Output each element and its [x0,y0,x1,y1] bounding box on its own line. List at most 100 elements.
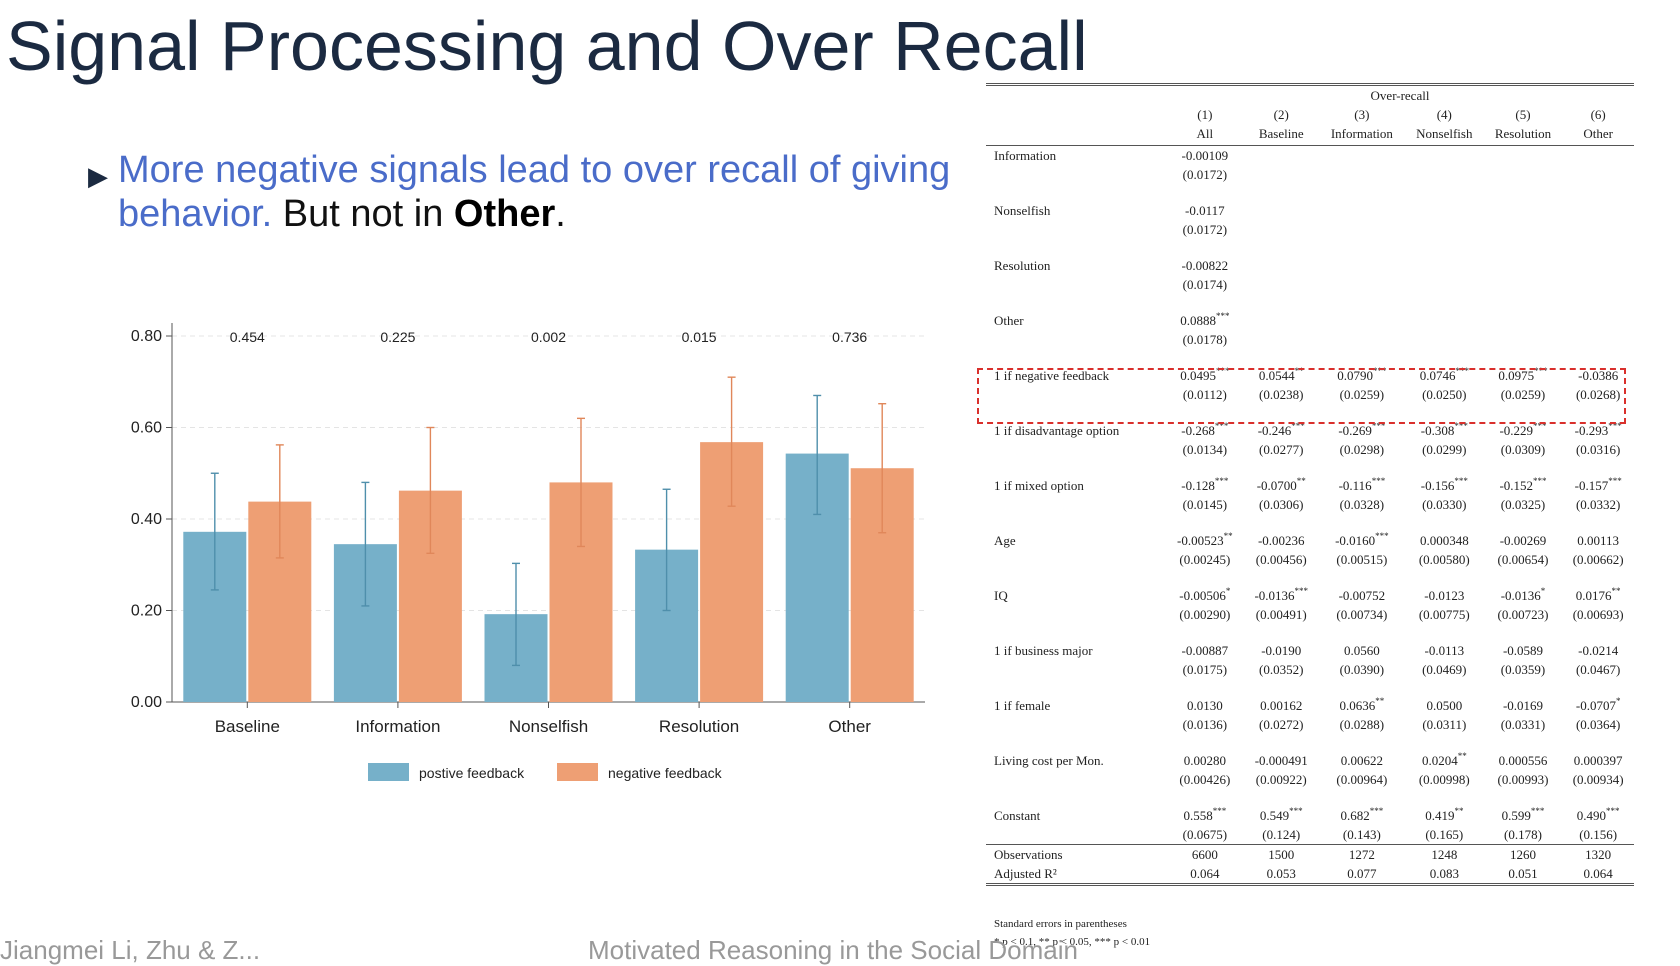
standard-error: (0.0178) [1166,330,1244,349]
coefficient-value: 0.0544 [1258,368,1295,383]
standard-error: (0.00934) [1562,770,1634,789]
observation-count: 1320 [1562,844,1634,864]
standard-error [1405,165,1484,184]
row-label-blank [986,330,1166,349]
coefficient-value: -0.00822 [1181,258,1229,273]
bullet-text: More negative signals lead to over recal… [118,148,968,236]
coefficient-value: -0.00236 [1257,533,1305,548]
standard-error: (0.00245) [1166,550,1244,569]
coefficient-value: 0.00622 [1340,753,1383,768]
standard-error-value: (0.0134) [1182,442,1228,457]
row-spacer [986,789,1634,806]
significance-stars: *** [1215,311,1230,321]
coefficient: 0.490*** [1562,806,1634,825]
standard-error-value: (0.0311) [1422,717,1467,732]
standard-error: (0.143) [1319,825,1405,845]
coefficient-value: -0.0169 [1502,698,1544,713]
coefficient-value: 0.549 [1259,808,1290,823]
coefficient-value: -0.0123 [1424,588,1465,603]
standard-error: (0.124) [1244,825,1319,845]
observation-count: 1248 [1404,844,1484,864]
row-label-blank [986,440,1166,459]
significance-stars: *** [1214,421,1229,431]
row-spacer [986,624,1634,641]
standard-error-value: (0.0390) [1339,662,1385,677]
standard-error: (0.0299) [1405,440,1484,459]
coefficient-row: Constant 0.558*** 0.549*** 0.682*** 0.419** 0… [986,806,1634,825]
row-label-blank [986,605,1166,624]
standard-error-value: (0.0332) [1575,497,1621,512]
y-tick-label: 0.20 [131,603,162,620]
standard-error: (0.00775) [1405,605,1484,624]
adjusted-r2-value: 0.083 [1404,864,1484,886]
significance-stars: *** [1454,476,1468,486]
adjusted-r2-value: 0.077 [1318,864,1405,886]
standard-error-value: (0.00934) [1572,772,1624,787]
spacer-cell [986,569,1634,586]
significance-stars: *** [1289,806,1303,816]
significance-stars: *** [1214,476,1229,486]
row-label: Constant [986,806,1166,825]
note-standard-errors: Standard errors in parentheses [994,918,1127,930]
standard-error-value: (0.00245) [1179,552,1231,567]
standard-error-value: (0.00723) [1497,607,1549,622]
standard-error-value: (0.0316) [1575,442,1621,457]
coefficient: -0.116*** [1319,476,1405,495]
coefficient: -0.246*** [1244,421,1319,440]
spacer-cell [986,349,1634,366]
standard-error: (0.0311) [1405,715,1484,734]
row-label-blank [986,495,1166,514]
row-label: IQ [986,586,1166,605]
row-label: Nonselfish [986,201,1166,220]
row-label-value: Observations [994,847,1063,862]
standard-error: (0.0172) [1166,165,1244,184]
bullet-highlight-text: More negative signals lead to over recal… [118,149,951,235]
standard-error: (0.00662) [1562,550,1634,569]
row-label-value: 1 if female [994,698,1051,713]
coefficient-value: 0.0495 [1180,368,1216,383]
row-label: Living cost per Mon. [986,751,1166,770]
coefficient: -0.00752 [1319,586,1405,605]
spacer-cell [986,294,1634,311]
coefficient-value: 0.00113 [1577,533,1620,548]
y-tick-label: 0.40 [131,511,162,528]
standard-error-value: (0.0112) [1182,387,1227,402]
row-spacer [986,349,1634,366]
row-label: 1 if female [986,696,1166,715]
standard-error [1319,275,1405,294]
observation-count-value: 1272 [1348,847,1375,862]
coefficient [1244,146,1319,166]
significance-stars: ** [1457,751,1467,761]
std-error-row: (0.0145) (0.0306) (0.0328) (0.0330) (0.0325)… [986,495,1634,514]
coefficient-value: -0.0214 [1578,643,1619,658]
standard-error [1484,330,1563,349]
standard-error: (0.0259) [1484,385,1563,404]
coefficient-value: -0.157 [1574,478,1609,493]
standard-error-value: (0.0364) [1575,717,1621,732]
coefficient: -0.00109 [1166,146,1244,166]
standard-error: (0.0306) [1244,495,1319,514]
header-blank [986,83,1166,105]
significance-stars: ** [1294,366,1304,376]
row-label-value: Living cost per Mon. [994,753,1104,768]
standard-error: (0.00964) [1319,770,1405,789]
std-error-row: (0.0175) (0.0352) (0.0390) (0.0469) (0.0359)… [986,660,1634,679]
standard-error: (0.0134) [1166,440,1244,459]
standard-error-value: (0.00993) [1497,772,1549,787]
coefficient: -0.0136* [1484,586,1563,605]
p-value-label: 0.736 [832,329,867,345]
significance-stars: ** [1296,476,1306,486]
standard-error-value: (0.0259) [1339,387,1385,402]
observation-count: 6600 [1166,844,1244,864]
standard-error-value: (0.0359) [1500,662,1546,677]
coefficient: 0.549*** [1244,806,1319,825]
standard-error-value: (0.0272) [1259,717,1304,732]
coefficient [1319,146,1405,166]
standard-error-value: (0.00491) [1255,607,1307,622]
p-value-label: 0.015 [682,329,717,345]
column-number: (3) [1354,107,1370,122]
adjusted-r2-row: Adjusted R² 0.064 0.053 0.077 0.083 0.051 0.06… [986,864,1634,886]
coefficient-row: 1 if female 0.0130 0.00162 0.0636** 0.0500 -0… [986,696,1634,715]
coefficient: -0.00523** [1166,531,1244,550]
x-tick-label: Other [828,717,871,736]
